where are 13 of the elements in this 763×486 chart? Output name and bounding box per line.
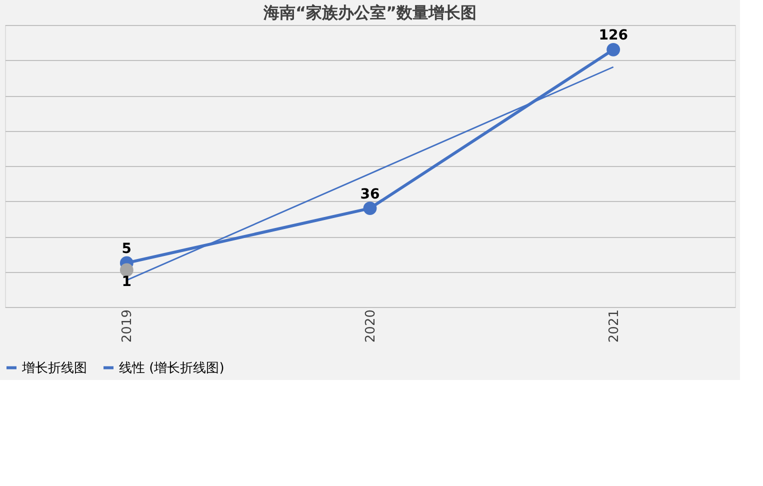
point bbox=[363, 202, 377, 215]
data-label: 1 bbox=[122, 274, 132, 290]
data-label: 126 bbox=[598, 28, 628, 44]
x-tick-label: 2019 bbox=[120, 310, 136, 343]
chart-title: 海南“家族办公室”数量增长图 bbox=[262, 3, 477, 22]
data-label: 5 bbox=[122, 240, 132, 257]
legend-label: 线性 (增长折线图) bbox=[119, 360, 224, 376]
x-tick-label: 2020 bbox=[364, 310, 378, 343]
point bbox=[606, 42, 620, 56]
data-label: 36 bbox=[360, 186, 380, 202]
legend-label: 增长折线图 bbox=[21, 360, 87, 376]
x-tick-label: 2021 bbox=[606, 310, 622, 343]
point bbox=[120, 263, 134, 277]
